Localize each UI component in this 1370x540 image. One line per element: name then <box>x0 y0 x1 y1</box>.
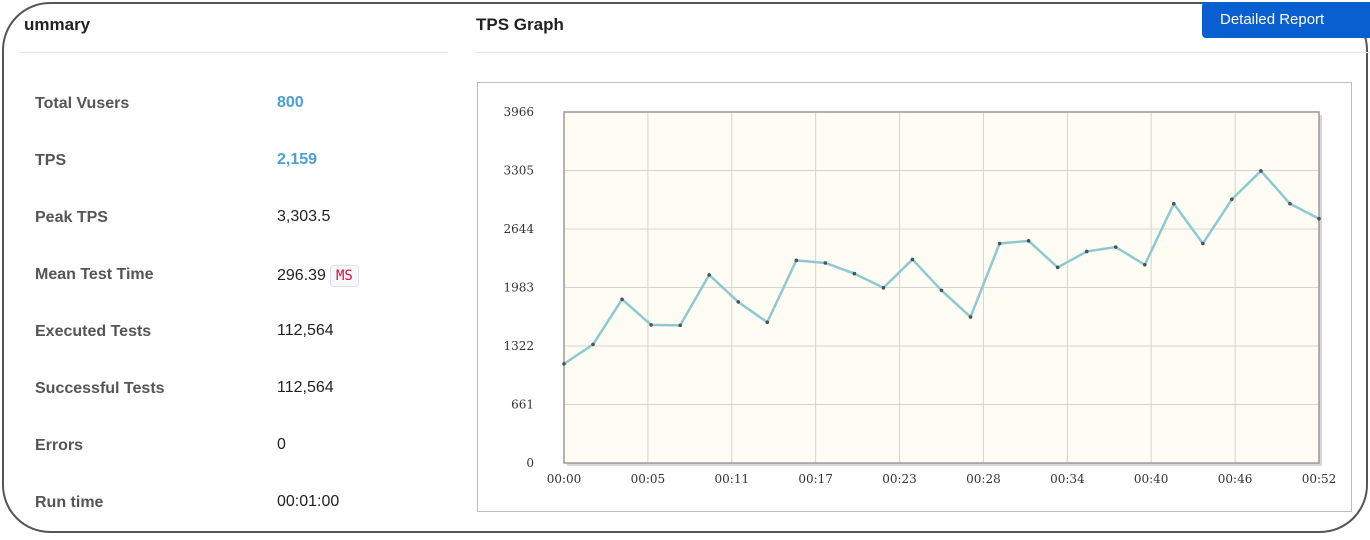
y-tick-label: 0 <box>526 456 534 470</box>
summary-row-executed-tests: Executed Tests 112,564 <box>35 312 455 369</box>
peak-tps-label: Peak TPS <box>35 209 108 226</box>
errors-label: Errors <box>35 437 84 454</box>
x-tick-label: 00:46 <box>1218 472 1253 486</box>
data-point <box>1317 216 1321 221</box>
x-tick-label: 00:28 <box>966 472 1001 486</box>
successful-tests-value: 112,564 <box>277 379 334 396</box>
x-tick-label: 00:05 <box>631 472 666 486</box>
peak-tps-value: 3,303.5 <box>277 208 331 225</box>
executed-tests-label: Executed Tests <box>35 323 152 340</box>
successful-tests-label: Successful Tests <box>35 380 165 397</box>
data-point <box>765 320 770 325</box>
data-point <box>1055 265 1060 270</box>
run-time-value: 00:01:00 <box>277 493 340 510</box>
data-point <box>1172 201 1176 206</box>
run-time-label: Run time <box>35 494 104 511</box>
summary-row-successful-tests: Successful Tests 112,564 <box>35 369 455 426</box>
detailed-report-button[interactable]: Detailed Report <box>1202 2 1370 38</box>
data-point <box>1259 169 1263 173</box>
data-point <box>620 297 624 302</box>
x-tick-label: 00:17 <box>798 472 833 486</box>
mean-test-time-value: 296.39 <box>277 267 326 285</box>
summary-row-total-vusers: Total Vusers 800 <box>35 84 455 141</box>
plot-border <box>563 111 1320 464</box>
x-tick-label: 00:11 <box>715 472 750 486</box>
summary-row-run-time: Run time 00:01:00 <box>35 483 455 540</box>
data-point <box>1084 249 1089 254</box>
data-point <box>1142 262 1147 267</box>
x-tick-label: 00:34 <box>1050 472 1085 486</box>
x-tick-label: 00:23 <box>882 472 917 486</box>
summary-heading: ummary <box>24 15 91 34</box>
graph-divider <box>476 52 1370 53</box>
data-point <box>591 342 595 347</box>
data-point <box>910 257 915 262</box>
total-vusers-label: Total Vusers <box>35 95 130 112</box>
y-tick-label: 3966 <box>503 105 534 119</box>
data-point <box>1026 239 1031 243</box>
y-tick-label: 661 <box>511 398 534 412</box>
mean-test-time-label: Mean Test Time <box>35 266 154 283</box>
summary-row-mean-test-time: Mean Test Time 296.39 MS <box>35 255 455 312</box>
errors-value: 0 <box>277 436 286 453</box>
data-point <box>823 261 828 265</box>
data-point <box>939 288 944 293</box>
summary-table: Total Vusers 800 TPS 2,159 Peak TPS 3,30… <box>35 84 455 540</box>
total-vusers-value[interactable]: 800 <box>277 94 304 111</box>
y-tick-label: 3305 <box>503 164 534 178</box>
y-tick-label: 1322 <box>503 339 534 353</box>
mean-test-time-cell: 296.39 MS <box>277 265 359 287</box>
data-point <box>562 362 566 366</box>
x-tick-label: 00:40 <box>1134 472 1169 486</box>
executed-tests-value: 112,564 <box>277 322 334 339</box>
ms-unit-badge: MS <box>329 265 359 287</box>
tps-graph-heading: TPS Graph <box>476 15 564 34</box>
y-tick-label: 1983 <box>503 281 534 295</box>
tps-value[interactable]: 2,159 <box>277 151 318 168</box>
data-point <box>852 271 857 276</box>
tps-label: TPS <box>35 152 67 169</box>
data-point <box>649 323 653 327</box>
summary-divider <box>20 52 448 53</box>
data-point <box>1201 241 1205 246</box>
data-point <box>968 315 973 319</box>
data-point <box>736 300 741 304</box>
summary-row-errors: Errors 0 <box>35 426 455 483</box>
summary-row-peak-tps: Peak TPS 3,303.5 <box>35 198 455 255</box>
tps-line-chart: 0 661 1322 1983 2644 3305 3966 00:00 00:05 00:11 0… <box>503 105 1337 486</box>
data-point <box>707 273 711 277</box>
data-point <box>997 241 1002 246</box>
data-point <box>1230 197 1234 202</box>
x-tick-label: 00:00 <box>547 472 582 486</box>
data-point <box>678 323 682 328</box>
data-point <box>1113 245 1118 249</box>
x-tick-label: 00:52 <box>1302 472 1337 486</box>
y-tick-label: 2644 <box>503 222 534 236</box>
tps-chart-container: 0 661 1322 1983 2644 3305 3966 00:00 00:05 00:11 0… <box>477 82 1352 512</box>
data-point <box>794 258 799 263</box>
summary-row-tps: TPS 2,159 <box>35 141 455 198</box>
data-point <box>881 285 886 290</box>
data-point <box>1288 201 1292 206</box>
